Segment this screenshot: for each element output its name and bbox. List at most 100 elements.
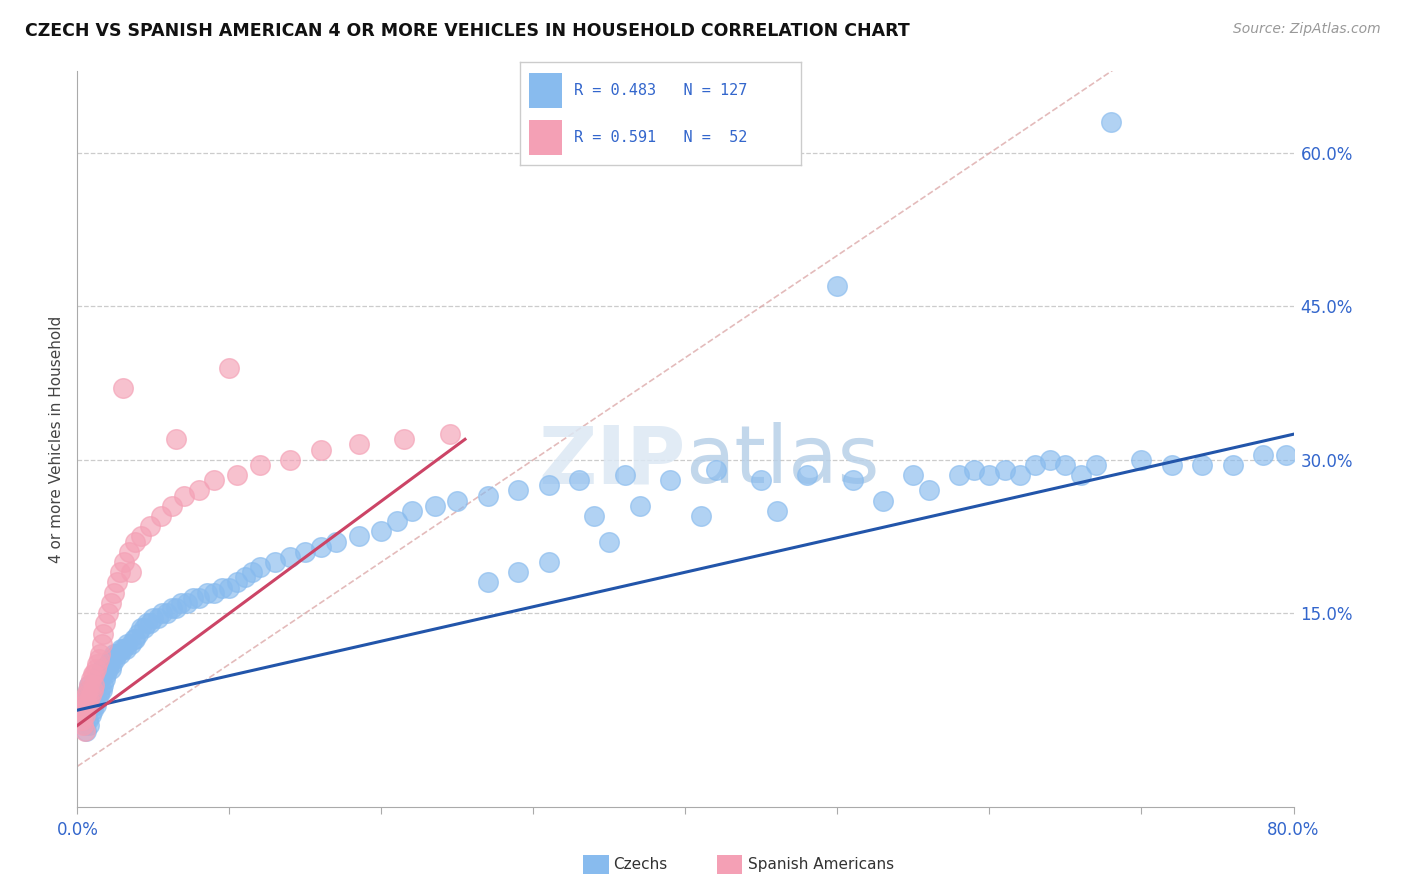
Point <box>97 662 120 676</box>
Point <box>1008 468 1031 483</box>
Point <box>70 708 93 723</box>
Point <box>1191 458 1213 472</box>
Point <box>75 703 97 717</box>
Point <box>129 621 152 635</box>
Point <box>325 534 347 549</box>
Point <box>796 468 818 483</box>
Point <box>103 585 125 599</box>
Point <box>134 621 156 635</box>
Point <box>1099 115 1122 129</box>
Point <box>598 534 620 549</box>
Point <box>114 555 136 569</box>
Point <box>370 524 392 539</box>
Point <box>108 647 131 661</box>
Point <box>77 698 100 712</box>
Point <box>82 667 104 681</box>
Text: ZIP: ZIP <box>538 423 686 500</box>
Point <box>79 678 101 692</box>
Point <box>79 693 101 707</box>
Point <box>84 662 107 676</box>
Point <box>195 585 218 599</box>
Point <box>401 504 423 518</box>
Point <box>124 534 146 549</box>
Point <box>82 703 104 717</box>
Point <box>568 473 591 487</box>
Point <box>72 718 94 732</box>
Point <box>73 698 96 712</box>
Point <box>1222 458 1244 472</box>
Point <box>75 688 97 702</box>
Point <box>347 437 370 451</box>
Point <box>583 508 606 523</box>
Point <box>110 641 132 656</box>
Point <box>139 519 162 533</box>
Text: Czechs: Czechs <box>613 857 668 871</box>
Point <box>979 468 1001 483</box>
Point <box>89 647 111 661</box>
Point <box>181 591 204 605</box>
Point <box>156 606 179 620</box>
Point <box>508 483 530 498</box>
Point <box>91 626 114 640</box>
Point <box>91 678 114 692</box>
Point <box>149 508 172 523</box>
Point <box>73 708 96 723</box>
Point <box>188 483 211 498</box>
Point <box>90 662 112 676</box>
Point <box>765 504 787 518</box>
Point <box>79 698 101 712</box>
Point <box>77 714 100 728</box>
Text: R = 0.483   N = 127: R = 0.483 N = 127 <box>574 83 747 97</box>
Point <box>278 452 301 467</box>
Point <box>903 468 925 483</box>
Point <box>1054 458 1077 472</box>
Point <box>83 678 105 692</box>
Point <box>89 667 111 681</box>
Point <box>75 723 97 738</box>
Point <box>82 698 104 712</box>
Point <box>1039 452 1062 467</box>
Point <box>90 637 112 651</box>
Point <box>115 641 138 656</box>
Point <box>87 688 110 702</box>
Point <box>86 678 108 692</box>
Point <box>264 555 287 569</box>
Point <box>948 468 970 483</box>
Point <box>211 581 233 595</box>
Point <box>82 682 104 697</box>
Point <box>423 499 446 513</box>
Point <box>79 718 101 732</box>
Point <box>309 540 332 554</box>
Point <box>170 596 193 610</box>
Point <box>80 688 103 702</box>
Point <box>91 667 114 681</box>
Point <box>73 723 96 738</box>
Point <box>104 652 127 666</box>
Point <box>385 514 408 528</box>
Point <box>93 673 115 687</box>
Point <box>84 682 107 697</box>
Point <box>70 703 93 717</box>
Point <box>87 652 110 666</box>
Point <box>160 601 183 615</box>
Point <box>233 570 256 584</box>
Point <box>278 549 301 564</box>
Point <box>97 606 120 620</box>
Point <box>1251 448 1274 462</box>
Point <box>86 657 108 672</box>
Point <box>118 545 141 559</box>
Point <box>294 545 316 559</box>
Point <box>86 693 108 707</box>
Text: CZECH VS SPANISH AMERICAN 4 OR MORE VEHICLES IN HOUSEHOLD CORRELATION CHART: CZECH VS SPANISH AMERICAN 4 OR MORE VEHI… <box>25 22 910 40</box>
Point <box>111 641 134 656</box>
Point <box>613 468 636 483</box>
Point <box>142 611 165 625</box>
Point <box>226 468 249 483</box>
Point <box>659 473 682 487</box>
Point <box>122 632 145 646</box>
Point <box>79 678 101 692</box>
Point <box>994 463 1017 477</box>
Point <box>309 442 332 457</box>
Point <box>218 581 240 595</box>
Point <box>103 647 125 661</box>
